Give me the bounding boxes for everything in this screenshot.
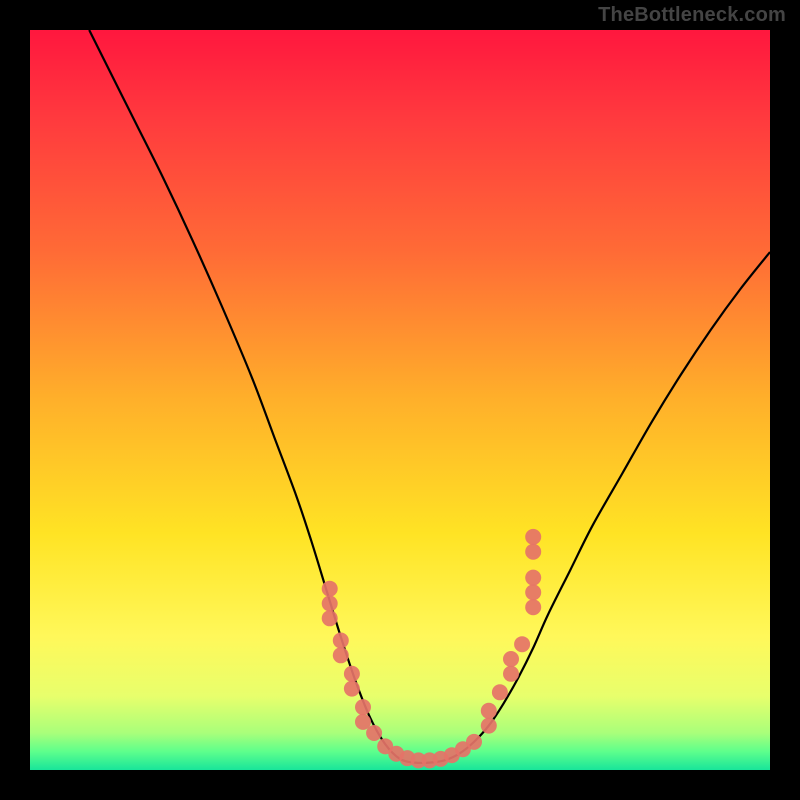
data-marker [503,666,519,682]
data-marker [366,725,382,741]
data-marker [344,666,360,682]
data-marker [525,599,541,615]
data-marker [466,734,482,750]
data-marker [514,636,530,652]
data-marker [525,544,541,560]
data-marker [481,703,497,719]
chart-frame: TheBottleneck.com [0,0,800,800]
data-marker [344,681,360,697]
data-marker [333,647,349,663]
data-marker [525,570,541,586]
data-marker [322,596,338,612]
data-marker [492,684,508,700]
data-marker [481,718,497,734]
data-marker [355,699,371,715]
data-marker [333,633,349,649]
bottleneck-chart [0,0,800,800]
data-marker [322,581,338,597]
data-marker [503,651,519,667]
data-marker [525,529,541,545]
data-marker [525,584,541,600]
data-marker [322,610,338,626]
watermark-text: TheBottleneck.com [598,4,786,27]
plot-background [30,30,770,770]
